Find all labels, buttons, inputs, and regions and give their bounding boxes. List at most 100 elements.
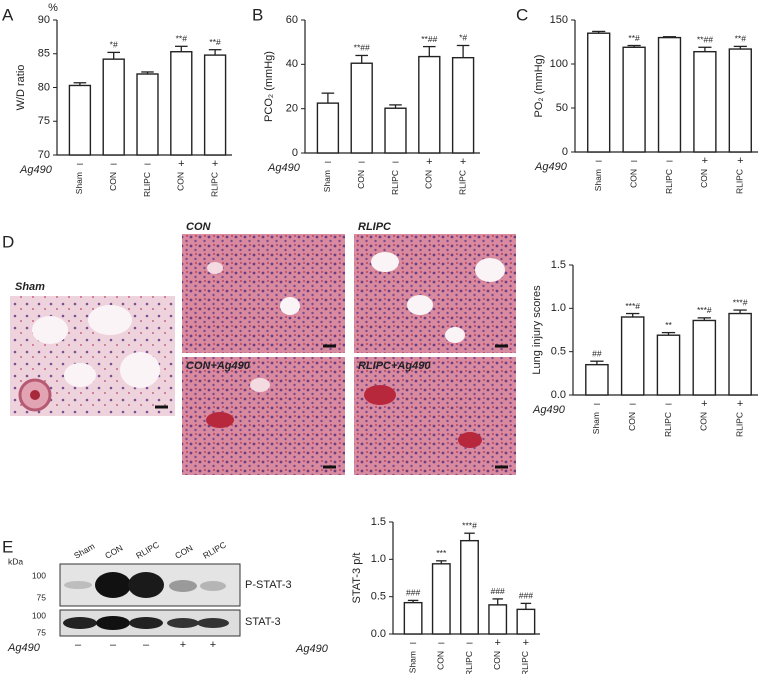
micrograph-label: CON	[186, 221, 212, 233]
y-tick-label: 0.0	[551, 389, 566, 401]
y-axis-label: Lung injury scores	[531, 285, 543, 375]
panel-label: C	[516, 5, 528, 24]
treatment-label: Ag490	[7, 642, 41, 654]
bar	[728, 312, 752, 396]
bar	[585, 363, 609, 396]
y-tick-label: 1.0	[371, 553, 386, 565]
x-tick-label: CON	[699, 412, 709, 431]
treatment-sign: –	[359, 156, 366, 168]
treatment-sign: +	[494, 637, 500, 649]
y-axis-label: PCO₂ (mmHg)	[263, 51, 275, 122]
blot-lane: RLIPC	[201, 539, 228, 560]
significance: **##	[354, 43, 370, 53]
treatment-label: Ag490	[295, 643, 329, 655]
treatment-sign: –	[110, 639, 117, 651]
bar	[622, 46, 646, 153]
treatment-sign: +	[460, 156, 466, 168]
x-tick-label: RLIPC	[734, 412, 744, 437]
bar	[516, 608, 536, 635]
treatment-sign: +	[210, 639, 216, 651]
significance: ***#	[733, 297, 748, 307]
treatment-sign: –	[466, 637, 473, 649]
x-tick-label: RLIPC	[457, 170, 467, 195]
y-tick-label: 85	[38, 48, 50, 60]
bar	[316, 102, 340, 154]
significance: ***#	[462, 520, 477, 530]
x-tick-label: CON	[627, 412, 637, 431]
y-axis-label: STAT-3 p/t	[351, 553, 363, 604]
micrograph-label: Sham	[15, 281, 45, 293]
x-tick-label: RLIPC	[209, 172, 219, 197]
blot-marker: 75	[37, 627, 47, 637]
bar	[170, 51, 193, 156]
blot-unit: kDa	[8, 556, 23, 566]
x-tick-label: CON	[108, 172, 118, 191]
treatment-sign: –	[666, 155, 673, 167]
treatment-sign: –	[630, 398, 637, 410]
y-tick-label: 70	[38, 149, 50, 161]
x-tick-label: Sham	[593, 169, 603, 191]
treatment-sign: +	[212, 158, 218, 170]
treatment-sign: –	[438, 637, 445, 649]
y-axis-label: W/D ratio	[15, 65, 27, 111]
y-tick-label: 0	[292, 147, 298, 159]
micrograph	[354, 357, 516, 475]
blot-lane: Sham	[72, 541, 96, 561]
treatment-sign: +	[701, 398, 707, 410]
y-tick-label: 0.5	[551, 346, 566, 358]
treatment-sign: –	[77, 158, 84, 170]
x-tick-label: CON	[628, 169, 638, 188]
y-unit: %	[48, 2, 58, 14]
bar	[488, 604, 508, 635]
bar	[431, 563, 451, 635]
significance: ***#	[697, 305, 712, 315]
micrograph-label: RLIPC+Ag490	[358, 360, 431, 372]
x-tick-label: Sham	[322, 170, 332, 192]
x-tick-label: CON	[492, 651, 502, 670]
micrograph	[10, 296, 175, 416]
blot-marker: 100	[32, 610, 46, 620]
bar	[451, 56, 475, 154]
treatment-sign: +	[702, 155, 708, 167]
treatment-sign: +	[737, 155, 743, 167]
significance: **##	[697, 35, 713, 45]
bar	[656, 334, 681, 396]
significance: ###	[519, 591, 533, 601]
treatment-sign: –	[596, 155, 603, 167]
micrograph	[182, 234, 345, 353]
significance: ##	[592, 348, 602, 358]
significance: ***	[436, 548, 447, 558]
treatment-sign: –	[665, 398, 672, 410]
y-tick-label: 20	[286, 103, 298, 115]
y-tick-label: 40	[286, 58, 298, 70]
significance: **	[665, 320, 672, 330]
blot-marker: 75	[37, 592, 47, 602]
significance: **#	[176, 34, 188, 44]
x-tick-label: CON	[356, 170, 366, 189]
x-tick-label: RLIPC	[735, 169, 745, 194]
micrograph-label: RLIPC	[358, 221, 392, 233]
y-tick-label: 90	[38, 14, 50, 26]
blot-lane: CON	[173, 543, 194, 561]
treatment-label: Ag490	[532, 404, 566, 416]
y-tick-label: 0	[562, 146, 568, 158]
bar	[68, 84, 92, 156]
y-tick-label: 0.0	[371, 628, 386, 640]
x-tick-label: RLIPC	[663, 412, 673, 437]
micrograph	[354, 234, 516, 353]
significance: *#	[110, 40, 118, 50]
significance: **#	[628, 33, 640, 43]
blot-band-label: STAT-3	[245, 616, 281, 628]
treatment-sign: –	[410, 637, 417, 649]
bar	[136, 73, 159, 156]
blot-lane: RLIPC	[134, 539, 161, 560]
blot-lane: CON	[103, 543, 124, 561]
y-tick-label: 0.5	[371, 591, 386, 603]
panel-label: E	[2, 537, 13, 556]
bar	[350, 62, 373, 154]
y-tick-label: 1.5	[551, 259, 566, 271]
treatment-label: Ag490	[267, 162, 301, 174]
x-tick-label: RLIPC	[390, 170, 400, 195]
treatment-sign: –	[144, 158, 151, 170]
